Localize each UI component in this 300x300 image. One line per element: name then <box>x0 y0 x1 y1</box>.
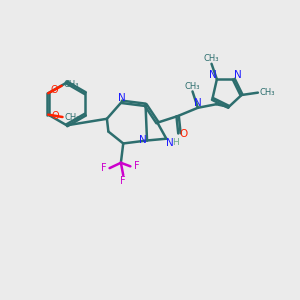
Text: N: N <box>194 98 202 108</box>
Text: H: H <box>172 138 179 147</box>
Text: N: N <box>166 138 174 148</box>
Text: F: F <box>134 161 139 171</box>
Text: O: O <box>179 129 188 139</box>
Text: F: F <box>120 176 126 186</box>
Text: N: N <box>209 70 217 80</box>
Text: CH₃: CH₃ <box>185 82 200 91</box>
Text: O: O <box>51 85 59 95</box>
Text: N: N <box>139 136 146 146</box>
Text: F: F <box>101 163 106 173</box>
Text: CH₃: CH₃ <box>204 54 219 63</box>
Text: N: N <box>118 93 126 103</box>
Text: CH₃: CH₃ <box>63 80 79 89</box>
Text: CH₃: CH₃ <box>64 113 80 122</box>
Text: O: O <box>52 111 59 121</box>
Text: N: N <box>234 70 242 80</box>
Text: CH₃: CH₃ <box>259 88 274 97</box>
